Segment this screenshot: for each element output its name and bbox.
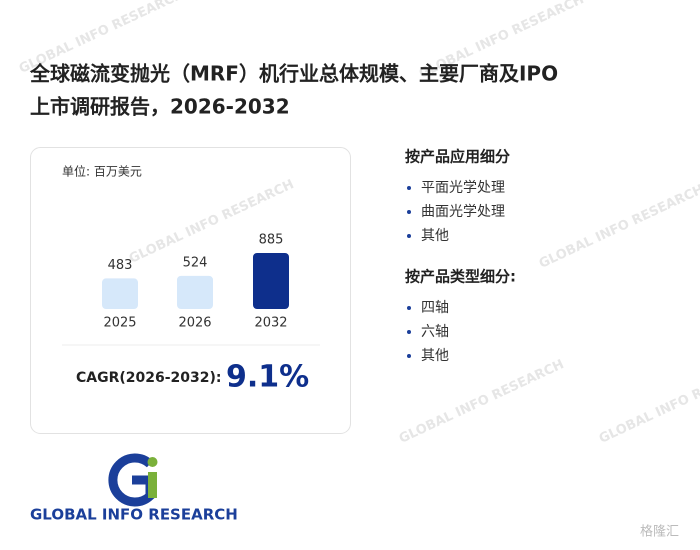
value-label: 483 — [108, 258, 133, 273]
segment-item: 四轴 — [421, 300, 449, 316]
bar — [253, 253, 289, 309]
cagr-value: 9.1% — [226, 360, 309, 395]
watermark: GLOBAL INFO RESEARCH — [397, 357, 567, 447]
chart-card — [30, 147, 351, 434]
watermark: GLOBAL INFO RESEARCH — [537, 182, 700, 272]
bullet — [407, 354, 411, 358]
watermark: GLOBAL INFO RESEARCH — [597, 357, 700, 447]
bar — [177, 275, 213, 309]
bullet — [407, 210, 411, 214]
logo-dot — [147, 457, 158, 467]
logo-text: GLOBAL INFO RESEARCH — [30, 506, 238, 524]
logo-i — [148, 472, 157, 498]
segment-item: 曲面光学处理 — [421, 204, 505, 220]
unit-label: 单位: 百万美元 — [62, 164, 142, 179]
value-label: 885 — [259, 233, 284, 248]
bar — [102, 278, 138, 309]
value-label: 524 — [183, 255, 208, 270]
logo-icon — [108, 453, 158, 507]
bullet — [407, 234, 411, 238]
segment-item: 平面光学处理 — [421, 180, 505, 196]
category-label: 2025 — [103, 316, 136, 331]
bullet — [407, 330, 411, 334]
category-label: 2026 — [178, 316, 211, 331]
segment-heading: 按产品应用细分 — [405, 148, 510, 166]
segment-item: 其他 — [421, 228, 449, 244]
segment-heading: 按产品类型细分: — [405, 268, 516, 286]
segment-item: 其他 — [421, 348, 449, 364]
bullet — [407, 306, 411, 310]
title-line: 全球磁流变抛光（MRF）机行业总体规模、主要厂商及IPO — [29, 62, 558, 86]
category-label: 2032 — [254, 316, 287, 331]
segment-item: 六轴 — [421, 324, 449, 340]
cagr-label: CAGR(2026-2032): — [76, 370, 222, 386]
logo-g — [108, 453, 155, 507]
bullet — [407, 186, 411, 190]
corner-mark: 格隆汇 — [640, 524, 679, 540]
title-line: 上市调研报告，2026-2032 — [30, 95, 290, 119]
